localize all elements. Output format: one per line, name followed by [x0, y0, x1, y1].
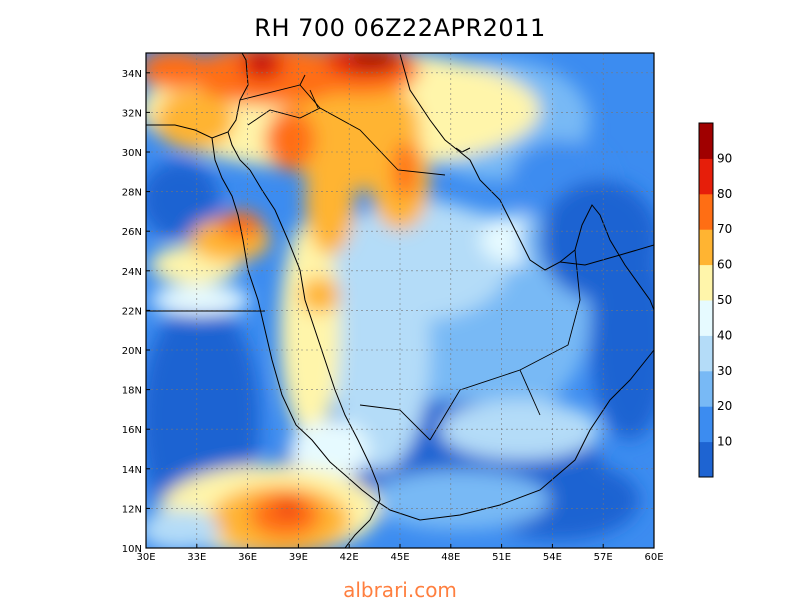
- colorbar-swatch: [699, 370, 713, 407]
- colorbar-label: 90: [717, 151, 732, 165]
- x-tick-label: 48E: [441, 552, 460, 563]
- y-tick-label: 16N: [122, 425, 142, 436]
- y-tick-label: 18N: [122, 386, 142, 397]
- colorbar-swatch: [699, 300, 713, 336]
- x-tick-label: 42E: [340, 552, 359, 563]
- watermark: albrari.com: [343, 578, 457, 602]
- y-tick-label: 10N: [122, 544, 142, 555]
- colorbar-swatch: [699, 229, 713, 266]
- x-tick-label: 45E: [390, 552, 409, 563]
- x-tick-label: 36E: [238, 552, 257, 563]
- colorbar-swatch: [699, 406, 713, 443]
- y-tick-label: 34N: [122, 69, 142, 80]
- colorbar-label: 20: [717, 399, 732, 413]
- y-tick-label: 24N: [122, 267, 142, 278]
- y-tick-label: 26N: [122, 227, 142, 238]
- x-tick-label: 39E: [289, 552, 308, 563]
- colorbar-label: 30: [717, 364, 732, 378]
- colorbar: 10 20 30 40 50 60 70 80 90: [698, 122, 732, 478]
- rh-field: [146, 53, 654, 548]
- colorbar-swatch: [699, 123, 713, 159]
- colorbar-swatch: [699, 335, 713, 372]
- colorbar-swatch: [699, 264, 713, 301]
- y-tick-label: 20N: [122, 346, 142, 357]
- y-tick-label: 22N: [122, 306, 142, 317]
- x-tick-label: 60E: [644, 552, 663, 563]
- x-tick-label: 54E: [543, 552, 562, 563]
- map-title: RH 700 06Z22APR2011: [254, 14, 546, 42]
- x-tick-label: 33E: [187, 552, 206, 563]
- colorbar-label: 50: [717, 293, 732, 307]
- colorbar-label: 60: [717, 258, 732, 272]
- y-tick-label: 28N: [122, 188, 142, 199]
- colorbar-swatch: [699, 441, 713, 478]
- colorbar-swatch: [699, 158, 713, 195]
- x-tick-label: 57E: [594, 552, 613, 563]
- y-tick-label: 12N: [122, 504, 142, 515]
- coastlines: [146, 53, 654, 548]
- x-tick-label: 51E: [492, 552, 511, 563]
- colorbar-frame: [698, 122, 714, 478]
- borders: [146, 74, 581, 441]
- y-axis-ticks: 10N 12N 14N 16N 18N 20N 22N 24N 26N 28N 30N 32N 34N: [122, 69, 150, 555]
- y-tick-label: 14N: [122, 465, 142, 476]
- x-tick-label: 30E: [136, 552, 155, 563]
- colorbar-label: 10: [717, 435, 732, 449]
- colorbar-label: 70: [717, 222, 732, 236]
- colorbar-label: 40: [717, 328, 732, 342]
- y-tick-label: 30N: [122, 148, 142, 159]
- colorbar-label: 80: [717, 187, 732, 201]
- colorbar-swatch: [699, 193, 713, 230]
- x-axis-ticks: 30E 33E 36E 39E 42E 45E 48E 51E 54E 57E 60E: [136, 544, 664, 563]
- y-tick-label: 32N: [122, 108, 142, 119]
